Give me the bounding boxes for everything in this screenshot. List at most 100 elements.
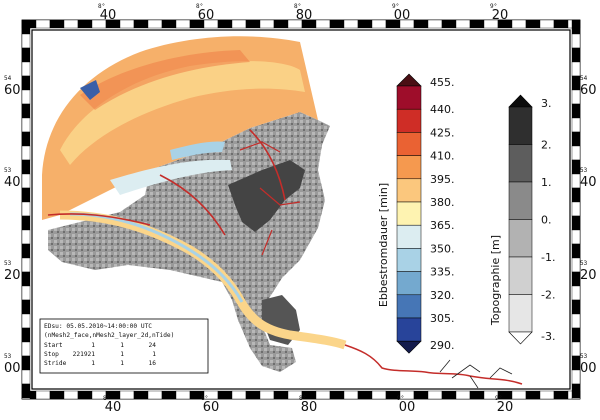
info-variable: (nMesh2_face,nMesh2_layer_2d,nTide) (44, 332, 174, 339)
colorbar-swatch (396, 248, 422, 272)
top-tick-label: 00 (394, 8, 411, 23)
colorbar-ebb-label: 335. (430, 266, 455, 279)
red-channel-a (47, 129, 286, 236)
frame-segment (35, 19, 51, 29)
frame-segment (329, 390, 345, 400)
frame-segment (147, 390, 163, 400)
frame-segment (21, 369, 31, 385)
degree-prefix: 53 (4, 353, 12, 360)
frame-segment (571, 19, 581, 35)
frame-segment (133, 390, 149, 400)
top-tick-labels: 40 60 80 00 20 (100, 8, 509, 23)
colorbar-topo-title: Topographie [m] (489, 235, 502, 326)
frame-segment (511, 19, 527, 29)
colorbar-swatch (508, 256, 533, 295)
frame-segment (571, 89, 581, 105)
frame-segment (413, 19, 429, 29)
frame-segment (259, 390, 275, 400)
frame-inner-line (31, 29, 571, 390)
left-tick-label: 40 (4, 175, 21, 190)
frame-segment (231, 390, 247, 400)
right-tick-label: 40 (580, 175, 597, 190)
degree-prefix: 8° (196, 3, 203, 10)
frame-segment (21, 229, 31, 245)
info-stop-value: 1 (152, 351, 156, 358)
sea-pale-tongue (110, 159, 232, 195)
bottom-tick-label: 00 (399, 400, 416, 415)
frame-segment (245, 390, 261, 400)
frame-segment (21, 243, 31, 259)
frame-segment (49, 390, 65, 400)
colorbar-ebb-label: 455. (430, 76, 455, 89)
colorbar-swatch (508, 181, 533, 220)
frame-segment (161, 19, 177, 29)
frame-segment (371, 19, 387, 29)
colorbar-ebb-title: Ebbestromdauer [min] (377, 183, 390, 307)
left-tick-label: 20 (4, 268, 21, 283)
info-start-value: 1 (120, 342, 124, 349)
frame-segment (175, 390, 191, 400)
frame-segment (21, 145, 31, 161)
frame-segment (511, 390, 527, 400)
frame-segment (571, 75, 581, 91)
sea-yellow-band (60, 61, 305, 165)
colorbar-swatch (396, 201, 422, 226)
frame-segment (571, 103, 581, 119)
degree-prefix: 8° (294, 3, 301, 10)
colorbar-topo-label: -1. (541, 251, 555, 264)
bottom-tick-label: 80 (301, 400, 318, 415)
colorbar-swatch (508, 219, 533, 258)
colorbar-swatch (508, 294, 533, 333)
degree-prefix: 9° (392, 3, 399, 10)
frame-segment (469, 390, 485, 400)
degree-prefix: 9° (490, 3, 497, 10)
degree-prefix: 53 (4, 167, 12, 174)
left-tick-label: 60 (4, 83, 21, 98)
frame-segment (571, 229, 581, 245)
colorbar-ebb-label: 410. (430, 150, 455, 163)
frame-segment (571, 131, 581, 147)
colorbar-topo-label: 0. (541, 214, 552, 227)
left-tick-label: 00 (4, 361, 21, 376)
info-stride-value: 1 (120, 360, 124, 367)
colorbar-swatch (396, 85, 422, 110)
frame-segment (539, 19, 555, 29)
degree-prefix: 8° (103, 395, 110, 402)
frame-segment (21, 159, 31, 175)
frame-segment (63, 19, 79, 29)
frame-segment (427, 390, 443, 400)
top-tick-label: 60 (198, 8, 215, 23)
frame-segment (21, 215, 31, 231)
right-tick-label: 60 (580, 83, 597, 98)
colorbar-topo-label: 3. (541, 97, 552, 110)
frame-segment (21, 397, 31, 400)
land-dark (228, 160, 305, 232)
frame-segment (571, 187, 581, 203)
info-start-label: Start (44, 342, 63, 349)
info-start-value: 24 (149, 342, 157, 349)
frame-segment (329, 19, 345, 29)
colorbar-swatch (396, 294, 422, 319)
info-start-value: 1 (91, 342, 95, 349)
river-downstream (344, 344, 523, 385)
frame-segment (259, 19, 275, 29)
small-degree-labels: 8° 8° 8° 9° 9° 8° 8° 8° 9° 9° 54 53 53 5… (4, 3, 588, 402)
degree-prefix: 53 (4, 260, 12, 267)
frame-segment (571, 47, 581, 63)
degree-prefix: 53 (580, 260, 588, 267)
frame-segment (21, 299, 31, 315)
degree-prefix: 9° (495, 395, 502, 402)
colorbar-swatch (396, 178, 422, 203)
frame-segment (315, 390, 331, 400)
colorbar-ebb-label: 425. (430, 126, 455, 139)
colorbar-ebb-label: 395. (430, 173, 455, 186)
colorbar-ebb-label: 320. (430, 289, 455, 302)
frame-segment (77, 390, 93, 400)
colorbar-swatch (508, 144, 533, 183)
frame-segment (441, 19, 457, 29)
frame-segment (357, 19, 373, 29)
frame-segment (21, 383, 31, 399)
frame-segment (21, 89, 31, 105)
frame-segment (21, 313, 31, 329)
